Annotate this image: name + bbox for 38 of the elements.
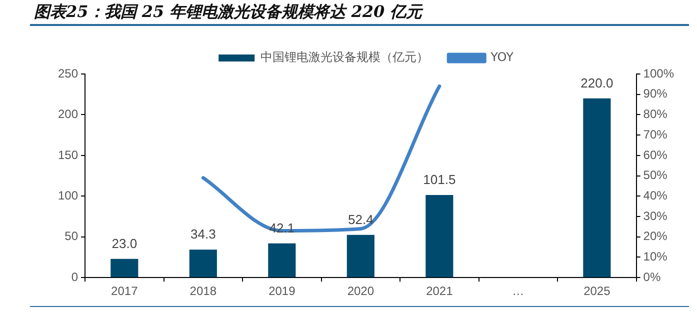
y2-tick-label: 70% <box>643 127 668 142</box>
y2-tick-label: 100% <box>643 66 674 80</box>
data-label: 220.0 <box>580 76 614 91</box>
y2-tick-label: 0% <box>643 270 661 284</box>
y-tick-label: 200 <box>58 107 78 122</box>
x-tick-label: 2017 <box>111 284 138 298</box>
y-tick-label: 50 <box>64 229 78 244</box>
chart-title: 图表25：我国 25 年锂电激光设备规模将达 220 亿元 <box>30 0 689 26</box>
bar <box>426 194 454 278</box>
y2-tick-label: 60% <box>643 148 668 162</box>
y2-tick-label: 90% <box>643 86 668 101</box>
y2-tick-label: 20% <box>643 229 668 244</box>
legend-label: YOY <box>490 50 514 64</box>
y2-tick-label: 40% <box>643 188 668 202</box>
data-label: 101.5 <box>423 172 456 188</box>
y-tick-label: 100 <box>58 188 78 202</box>
y-tick-label: 250 <box>58 66 78 80</box>
data-label: 34.3 <box>190 226 216 242</box>
x-tick-label: 2019 <box>268 284 296 298</box>
bar <box>583 98 611 278</box>
bar <box>346 234 374 278</box>
x-tick-label: … <box>512 284 524 298</box>
legend-label: 中国锂电激光设备规模（亿元） <box>260 50 429 64</box>
x-tick-label: 2018 <box>190 284 217 298</box>
y2-tick-label: 50% <box>643 168 668 182</box>
x-tick-label: 2021 <box>426 284 454 298</box>
y-tick-label: 150 <box>58 148 78 162</box>
bar <box>268 243 296 278</box>
bar <box>189 250 217 278</box>
x-tick-label: 2020 <box>347 284 374 298</box>
bar <box>110 258 138 278</box>
y-tick-label: 0 <box>71 270 78 284</box>
y2-tick-label: 10% <box>643 250 668 264</box>
x-tick-label: 2025 <box>584 284 611 298</box>
y2-tick-label: 30% <box>643 208 668 223</box>
y2-tick-label: 80% <box>643 107 668 122</box>
data-label: 52.4 <box>348 212 374 228</box>
data-label: 23.0 <box>112 236 138 251</box>
